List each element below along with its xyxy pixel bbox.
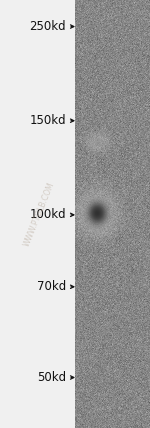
Bar <box>75 0 150 428</box>
Text: 100kd: 100kd <box>29 208 66 221</box>
Text: 150kd: 150kd <box>29 114 66 127</box>
Text: 250kd: 250kd <box>29 20 66 33</box>
Text: 70kd: 70kd <box>37 280 66 293</box>
Text: 50kd: 50kd <box>37 371 66 384</box>
Bar <box>0 0 75 428</box>
Text: WWW.PTGLB.COM: WWW.PTGLB.COM <box>22 181 56 247</box>
